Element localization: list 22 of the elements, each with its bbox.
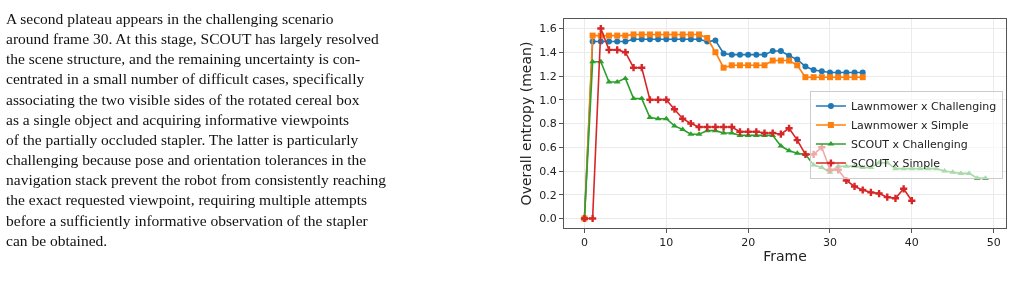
x-tick-label: 50 <box>986 236 1001 250</box>
legend-label: SCOUT x Challenging <box>850 138 968 152</box>
y-tick-label: 0.8 <box>539 117 557 131</box>
y-tick-label: 1.4 <box>539 46 557 60</box>
y-tick-label: 1.6 <box>539 22 557 36</box>
y-tick-label: 1.0 <box>539 93 557 107</box>
y-tick-label: 0.6 <box>539 141 557 155</box>
legend-label: SCOUT x Simple <box>850 157 941 171</box>
x-tick-label: 20 <box>741 236 756 250</box>
legend-label: Lawnmower x Simple <box>850 119 969 133</box>
legend-label: Lawnmower x Challenging <box>850 100 997 114</box>
x-tick-label: 0 <box>580 236 588 250</box>
x-tick-label: 40 <box>904 236 919 250</box>
text: A second plateau appears in the challenging scenario around frame 30. At this stage, SCOUT has largely resolved the scene structure, and the remaining uncertainty is con- centrated in a small number of difficult cases, specifically associating the two visible sides of the rotated cereal box as a single object and acquiring informative viewpoints of the partially occluded stapler. The latter is particularly challenging because pose and orientation tolerances in the navigation stack prevent the robot from consistently reaching the exact requested viewpoint, requiring multiple attempts before a sufficiently informative observation of the stapler can be obtained. <box>6 10 387 249</box>
x-axis-title: Frame <box>763 247 807 264</box>
y-tick-label: 0.2 <box>539 188 557 202</box>
x-tick-label: 10 <box>659 236 674 250</box>
x-tick-label: 30 <box>822 236 837 250</box>
y-axis-title: Overall entropy (mean) <box>517 41 534 206</box>
y-tick-label: 0.0 <box>539 212 557 226</box>
y-tick-label: 1.2 <box>539 69 557 83</box>
y-tick-label: 0.4 <box>539 164 557 178</box>
